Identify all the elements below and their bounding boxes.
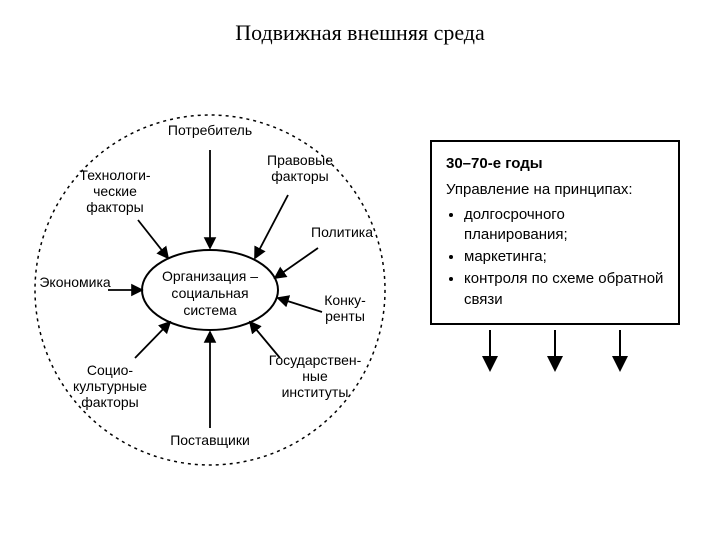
factor-arrow [138,220,168,258]
years-label: 30–70-е годы [446,154,664,174]
principles-box: 30–70-е годы Управление на принципах: до… [430,140,680,325]
principle-item: контроля по схеме обратной связи [464,269,664,310]
factor-arrow [135,322,170,358]
factor-label: Поставщики [150,432,270,448]
factor-label: Правовые факторы [240,152,360,184]
factor-label: Государствен- ные институты [255,352,375,400]
factor-label: Политика [282,224,402,240]
factor-arrow [275,248,318,278]
factor-label: Конку- ренты [285,292,405,324]
factor-label: Социо- культурные факторы [50,362,170,410]
principle-item: долгосрочного планирования; [464,205,664,246]
principles-list: долгосрочного планирования;маркетинга;ко… [446,205,664,310]
factor-label: Потребитель [150,122,270,138]
principles-heading: Управление на принципах: [446,180,664,200]
principle-item: маркетинга; [464,247,664,267]
factor-label: Экономика [15,274,135,290]
center-label: Организация – социальная система [150,268,270,318]
factor-label: Технологи- ческие факторы [55,167,175,215]
